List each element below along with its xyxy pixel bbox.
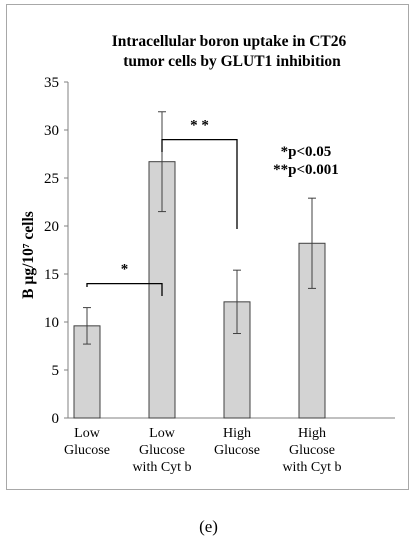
significance-bracket [161, 138, 238, 229]
p-value-note: *p<0.05 [281, 144, 332, 160]
category-label: Glucose [139, 443, 185, 458]
significance-label: * * [190, 118, 209, 134]
category-label: Low [149, 426, 176, 441]
y-tick-label: 15 [44, 267, 59, 283]
bar-chart: Intracellular boron uptake in CT26 tumor … [20, 33, 395, 475]
chart-title-line: tumor cells by GLUT1 inhibition [123, 53, 341, 70]
category-label: Low [74, 426, 101, 441]
p-value-note: **p<0.001 [273, 162, 339, 178]
category-label: with Cyt b [132, 460, 191, 475]
y-tick-label: 5 [52, 363, 60, 379]
category-label: High [298, 426, 326, 441]
panel-label: (e) [199, 517, 218, 536]
y-tick-label: 30 [44, 123, 59, 139]
category-label: with Cyt b [282, 460, 341, 475]
chart-title-line: Intracellular boron uptake in CT26 [112, 33, 347, 50]
chart-frame [6, 4, 409, 490]
significance-bracket [86, 282, 163, 296]
category-label: Glucose [64, 443, 110, 458]
y-tick-label: 20 [44, 219, 59, 235]
category-label: Glucose [289, 443, 335, 458]
y-tick-label: 10 [44, 315, 59, 331]
category-label: High [223, 426, 251, 441]
y-tick-label: 0 [52, 411, 60, 427]
y-tick-label: 25 [44, 171, 59, 187]
category-label: Glucose [214, 443, 260, 458]
y-axis-label: B µg/10⁷ cells [20, 211, 37, 299]
y-tick-label: 35 [44, 75, 59, 91]
significance-label: * [121, 262, 129, 278]
